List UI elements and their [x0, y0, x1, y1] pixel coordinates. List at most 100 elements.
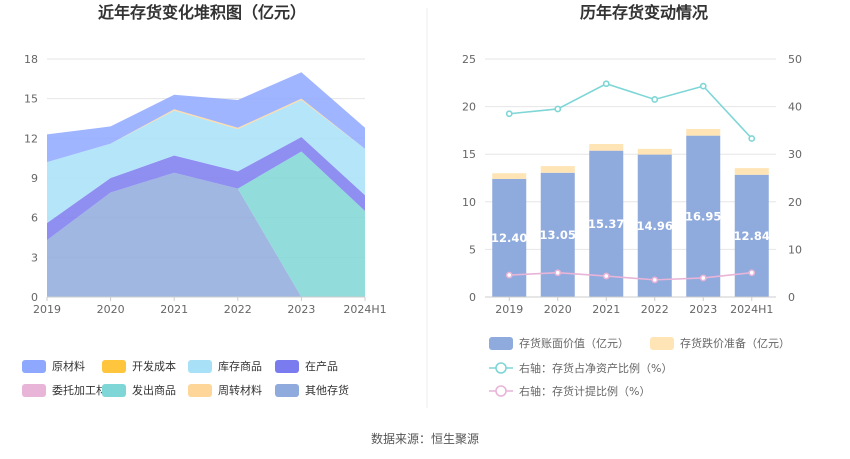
right-bars: 12.40 13.05 15.37 14.96 16.95 12.84: [491, 128, 770, 297]
right-y-tick: 10: [462, 196, 476, 209]
left-x-tick: 2023: [287, 303, 315, 316]
right-x-tick: 2023: [689, 303, 717, 316]
line-point: [602, 272, 610, 280]
data-source: 数据来源：恒生聚源: [371, 431, 479, 446]
bar-data-label: 16.95: [685, 209, 721, 223]
legend-swatch: [275, 384, 299, 397]
legend-marker: [495, 385, 507, 397]
legend-swatch: [22, 384, 46, 397]
line-point: [651, 96, 659, 103]
bar-存货跌价准备（亿元）: [686, 128, 721, 136]
right-lines: [505, 80, 756, 284]
bar-存货账面价值（亿元）: [589, 150, 624, 297]
legend-label: 原材料: [52, 359, 85, 373]
stacked-area-chart: 近年存货变化堆积图（亿元） 0 3 6 9 12 15 18 2019 2020 2021 2022…: [22, 3, 387, 397]
left-chart-title: 近年存货变化堆积图（亿元）: [98, 3, 306, 22]
right-x-tick: 2019: [495, 303, 523, 316]
legend-label: 委托加工材料: [52, 383, 118, 397]
left-y-tick: 15: [24, 93, 38, 106]
bar-data-label: 14.96: [637, 219, 673, 233]
right-y2-tick: 20: [788, 196, 802, 209]
legend-marker: [495, 362, 507, 374]
legend-swatch: [22, 360, 46, 373]
left-x-tick: 2022: [224, 303, 252, 316]
legend-swatch: [275, 360, 299, 373]
area-发出商品: [47, 151, 365, 297]
bar-存货账面价值（亿元）: [734, 174, 769, 297]
bar-存货跌价准备（亿元）: [637, 148, 672, 155]
left-x-tick: 2019: [33, 303, 61, 316]
legend-label: 右轴：存货占净资产比例（%）: [519, 361, 672, 375]
bar-data-label: 15.37: [588, 217, 624, 231]
right-axis: 0 5 10 15 20 25 0 10 20 30 40 50 2019 2020 2021 2022 202…: [462, 53, 802, 316]
area-库存商品: [47, 99, 365, 223]
legend-label: 周转材料: [218, 383, 262, 397]
right-chart-title: 历年存货变动情况: [580, 3, 708, 22]
legend-label: 库存商品: [218, 359, 262, 373]
line-point: [748, 269, 756, 277]
area-原材料: [47, 72, 365, 163]
bar-存货跌价准备（亿元）: [492, 173, 527, 179]
right-x-tick: 2024H1: [730, 303, 773, 316]
line-point: [505, 271, 513, 279]
bar-存货账面价值（亿元）: [686, 135, 721, 297]
legend-swatch: [489, 337, 513, 350]
right-y2-tick: 30: [788, 148, 802, 161]
left-y-tick: 0: [31, 291, 38, 304]
area-其他存货: [47, 172, 365, 297]
right-y-tick: 5: [469, 243, 476, 256]
right-y-tick: 20: [462, 101, 476, 114]
left-y-tick: 9: [31, 172, 38, 185]
right-y2-tick: 0: [788, 291, 795, 304]
left-x-tick: 2021: [160, 303, 188, 316]
left-y-tick: 6: [31, 212, 38, 225]
right-grid: [485, 58, 776, 298]
line-point: [505, 110, 513, 118]
bar-存货账面价值（亿元）: [637, 154, 672, 297]
bar-存货账面价值（亿元）: [540, 172, 575, 297]
right-y-tick: 0: [469, 291, 476, 304]
bar-存货跌价准备（亿元）: [589, 144, 624, 151]
left-x-tick: 2020: [97, 303, 125, 316]
right-y-tick: 15: [462, 148, 476, 161]
right-x-tick: 2021: [592, 303, 620, 316]
line-point: [699, 82, 707, 90]
line-point: [748, 135, 756, 142]
legend-label: 存货跌价准备（亿元）: [680, 336, 790, 350]
line-point: [651, 276, 659, 284]
left-areas: [47, 72, 365, 297]
legend-label: 其他存货: [305, 383, 349, 397]
legend-label: 右轴：存货计提比例（%）: [519, 384, 650, 398]
bar-存货跌价准备（亿元）: [734, 168, 769, 175]
line-右轴：存货占净资产比例（%）: [509, 82, 753, 140]
legend-label: 存货账面价值（亿元）: [519, 336, 629, 350]
line-point: [602, 80, 610, 88]
legend-swatch: [650, 337, 674, 350]
line-point: [699, 274, 707, 282]
line-右轴：存货计提比例（%）: [509, 271, 752, 281]
bar-data-label: 12.84: [734, 229, 770, 243]
left-x-tick: 2024H1: [343, 303, 386, 316]
legend-swatch: [102, 384, 126, 397]
right-y-tick: 25: [462, 53, 476, 66]
line-point: [554, 269, 562, 277]
right-y2-tick: 50: [788, 53, 802, 66]
legend-label: 开发成本: [132, 359, 176, 373]
left-y-tick: 18: [24, 53, 38, 66]
legend-swatch: [188, 384, 212, 397]
area-在产品: [47, 137, 365, 241]
right-x-tick: 2022: [641, 303, 669, 316]
left-y-tick: 3: [31, 251, 38, 264]
line-point: [554, 105, 562, 113]
bar-data-label: 12.40: [491, 231, 527, 245]
right-legend: 存货账面价值（亿元） 存货跌价准备（亿元） 右轴：存货占净资产比例（%） 右轴：存货计…: [489, 336, 790, 398]
left-axis: 0 3 6 9 12 15 18 2019 2020 2021 2022 2023 2024H1: [24, 53, 387, 316]
bar-data-label: 13.05: [540, 228, 576, 242]
right-y2-tick: 40: [788, 101, 802, 114]
left-y-tick: 12: [24, 132, 38, 145]
legend-swatch: [102, 360, 126, 373]
